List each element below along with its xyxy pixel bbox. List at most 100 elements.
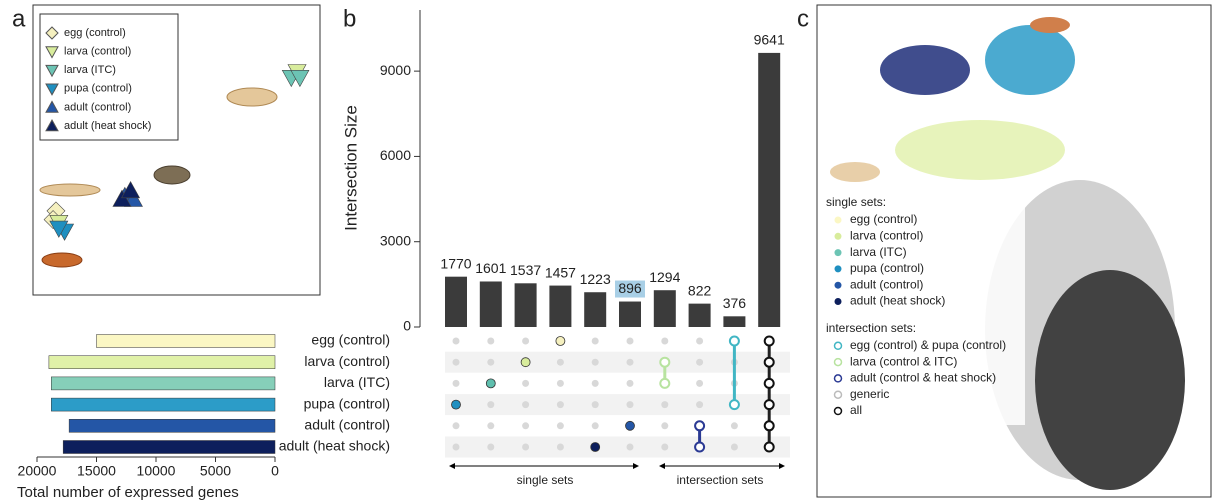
annotation: single sets — [517, 473, 574, 487]
legend-marker — [45, 100, 59, 113]
value-label: 1537 — [510, 262, 541, 278]
legend-title: single sets: — [826, 195, 886, 209]
bar — [48, 355, 276, 369]
set-label: larva (ITC) — [324, 374, 390, 390]
legend-label: egg (control) & pupa (control) — [850, 338, 1006, 352]
legend-marker — [834, 265, 842, 273]
matrix-dot-empty — [522, 422, 530, 430]
matrix-dot-empty — [591, 379, 599, 387]
cloud-adult — [880, 45, 970, 95]
matrix-dot-empty — [452, 337, 460, 345]
value-label: 376 — [723, 295, 747, 311]
panel-c-frame — [816, 4, 1212, 498]
panel-label: c — [797, 5, 809, 32]
set-label: adult (heat shock) — [279, 438, 390, 454]
bar — [653, 290, 676, 327]
legend-marker — [834, 298, 842, 305]
bar — [51, 397, 276, 412]
legend-label: adult (control) — [850, 277, 923, 291]
matrix-dot-empty — [626, 401, 634, 409]
panel-label: b — [343, 5, 356, 32]
pupa-icon — [41, 252, 83, 268]
matrix-dot-empty — [661, 443, 669, 451]
matrix-dot-empty — [452, 379, 460, 387]
matrix-dot-empty — [730, 422, 738, 430]
matrix-dot — [694, 420, 706, 432]
legend-label: adult (heat shock) — [64, 120, 151, 132]
legend-label: larva (control & ITC) — [850, 354, 957, 368]
legend-label: larva (ITC) — [64, 64, 116, 76]
legend-marker — [833, 390, 843, 399]
matrix-dot — [485, 378, 496, 389]
matrix-dot — [763, 399, 775, 411]
legend-label: pupa (control) — [850, 261, 924, 275]
legend-marker — [833, 406, 843, 416]
matrix-dot-empty — [522, 401, 530, 409]
legend-label: larva (ITC) — [850, 245, 907, 259]
bar — [514, 283, 537, 327]
matrix-dot-empty — [556, 443, 564, 451]
matrix-dot — [728, 399, 740, 411]
point — [121, 180, 141, 199]
bar — [723, 316, 746, 327]
set-label: adult (control) — [304, 417, 390, 433]
set-label: larva (control) — [304, 353, 390, 369]
set-label: pupa (control) — [304, 395, 390, 411]
matrix-dot-empty — [661, 401, 669, 409]
matrix-dot — [625, 420, 635, 431]
legend-label: all — [850, 403, 862, 417]
matrix-dot-empty — [487, 443, 495, 451]
legend-label: larva (control) — [64, 46, 131, 58]
value-label: 822 — [688, 282, 712, 298]
bar — [62, 440, 276, 454]
bar — [549, 285, 572, 327]
bar — [758, 52, 781, 328]
y-axis-label: Intersection Size — [341, 105, 360, 231]
bar — [96, 334, 276, 348]
matrix-dot-empty — [522, 337, 530, 345]
matrix-dot-empty — [591, 401, 599, 409]
value-label: 1770 — [440, 255, 471, 271]
matrix-dot-empty — [452, 443, 460, 451]
bar — [479, 281, 502, 327]
legend-label: adult (control) — [64, 101, 131, 113]
matrix-dot — [590, 442, 601, 452]
matrix-dot — [763, 335, 775, 347]
matrix-dot — [763, 441, 775, 453]
value-label: 1294 — [649, 269, 680, 285]
value-label: 1223 — [580, 271, 611, 287]
legend-marker — [45, 83, 59, 96]
matrix-dot-empty — [626, 358, 634, 366]
legend-bg — [820, 190, 1025, 425]
point — [49, 220, 69, 238]
matrix-dot-empty — [487, 422, 495, 430]
matrix-dot-empty — [730, 443, 738, 451]
legend-label: pupa (control) — [64, 83, 132, 95]
legend-marker — [833, 357, 843, 367]
matrix-dot-empty — [696, 401, 704, 409]
x-tick-label: 20000 — [18, 463, 57, 479]
cloud-pupa — [985, 25, 1075, 95]
matrix-dot-empty — [522, 379, 530, 387]
matrix-dot — [520, 357, 531, 368]
bar — [619, 301, 641, 327]
y-tick-label: 9000 — [380, 62, 411, 78]
legend-box — [39, 13, 179, 141]
matrix-dot-empty — [556, 379, 564, 387]
matrix-dot — [763, 420, 775, 432]
x-tick-label: 10000 — [137, 463, 176, 479]
matrix-dot-empty — [556, 422, 564, 430]
panel-label: a — [12, 5, 26, 32]
matrix-dot-empty — [522, 443, 530, 451]
larva-icon — [226, 87, 278, 107]
matrix-dot-empty — [452, 358, 460, 366]
matrix-dot-empty — [487, 358, 495, 366]
matrix-dot-empty — [591, 358, 599, 366]
fly-icon — [153, 165, 191, 185]
x-tick-label: 0 — [271, 463, 279, 479]
larva-icon — [39, 183, 101, 197]
matrix-dot-empty — [626, 379, 634, 387]
legend-label: egg (control) — [850, 212, 917, 226]
matrix-dot — [451, 399, 461, 410]
